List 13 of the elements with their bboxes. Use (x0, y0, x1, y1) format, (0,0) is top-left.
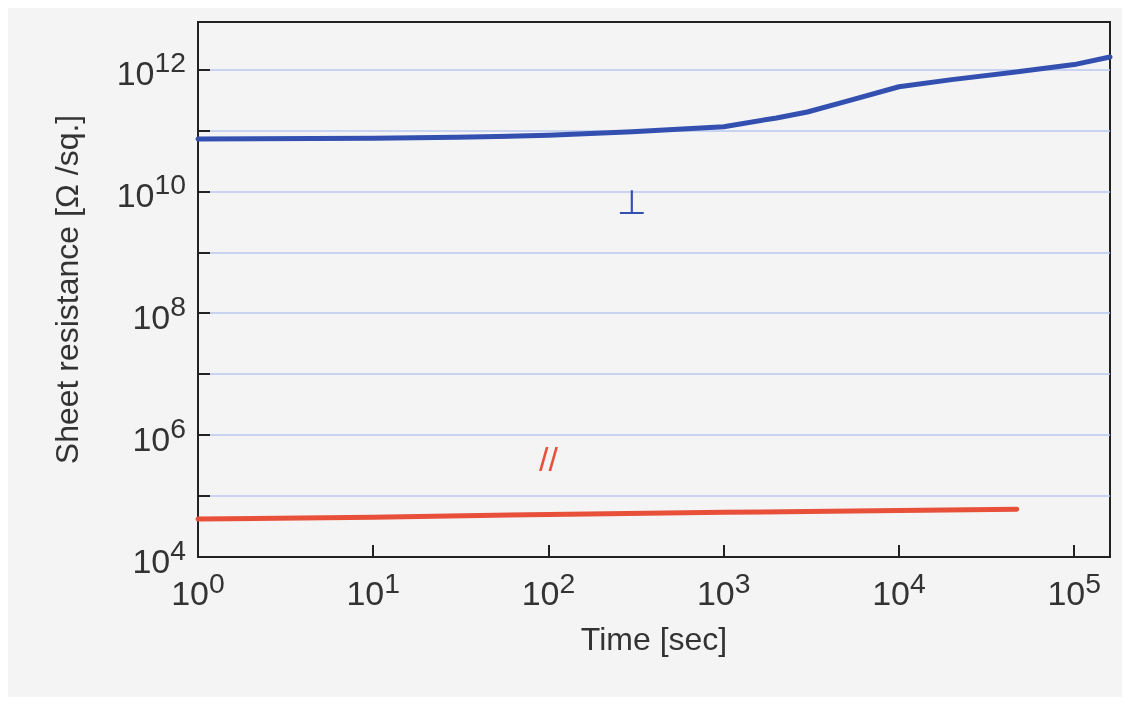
y-tick-label: 10$^{10}$ (116, 168, 186, 214)
x-tick-label: 10$^{4}$ (872, 567, 926, 613)
x-axis-title: Time [sec] (580, 621, 728, 657)
series-label: // (539, 440, 559, 479)
y-tick-label: 10$^{8}$ (132, 290, 186, 336)
series-label: ⊥ (617, 182, 648, 221)
x-tick-label: 10$^{3}$ (696, 567, 751, 613)
y-tick-label: 10$^{12}$ (116, 46, 186, 93)
x-tick-label: 10$^{5}$ (1047, 567, 1102, 613)
y-tick-label: 10$^{6}$ (132, 412, 186, 458)
x-tick-label: 10$^{2}$ (521, 567, 576, 613)
x-tick-label: 10$^{1}$ (346, 567, 401, 613)
y-axis-title: Sheet resistance [Ω /sq.] (49, 114, 85, 465)
